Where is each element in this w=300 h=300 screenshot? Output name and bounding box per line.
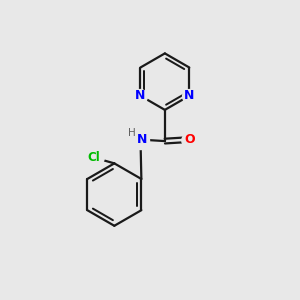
Text: O: O <box>184 133 194 146</box>
Text: N: N <box>184 89 194 102</box>
Text: H: H <box>128 128 136 138</box>
Text: N: N <box>135 89 146 102</box>
Text: Cl: Cl <box>87 151 100 164</box>
Text: N: N <box>137 133 147 146</box>
